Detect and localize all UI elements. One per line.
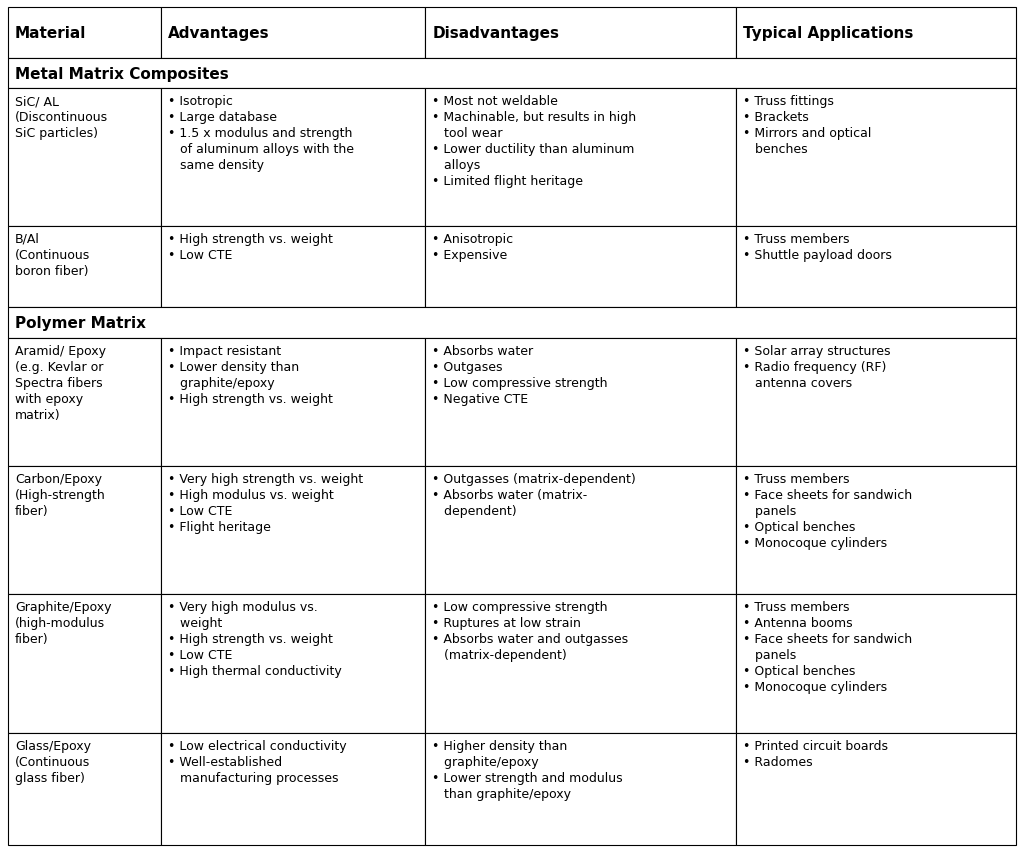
Text: • Very high modulus vs.
   weight
• High strength vs. weight
• Low CTE
• High th: • Very high modulus vs. weight • High st… [168, 600, 342, 676]
Text: • Truss members
• Face sheets for sandwich
   panels
• Optical benches
• Monocoq: • Truss members • Face sheets for sandwi… [742, 472, 912, 549]
Bar [425, 466, 736, 594]
Text: • Truss members
• Shuttle payload doors: • Truss members • Shuttle payload doors [742, 233, 892, 262]
Bar [736, 8, 1016, 59]
Text: • Printed circuit boards
• Radomes: • Printed circuit boards • Radomes [742, 740, 888, 769]
Bar [736, 734, 1016, 845]
Bar [425, 90, 736, 227]
Text: • Absorbs water
• Outgases
• Low compressive strength
• Negative CTE: • Absorbs water • Outgases • Low compres… [432, 344, 608, 405]
Text: • Impact resistant
• Lower density than
   graphite/epoxy
• High strength vs. we: • Impact resistant • Lower density than … [168, 344, 333, 405]
Bar [161, 338, 425, 466]
Text: Aramid/ Epoxy
(e.g. Kevlar or
Spectra fibers
with epoxy
matrix): Aramid/ Epoxy (e.g. Kevlar or Spectra fi… [15, 344, 106, 421]
Bar [161, 594, 425, 734]
Bar [425, 8, 736, 59]
Bar [425, 734, 736, 845]
Bar [8, 59, 1016, 90]
Bar [736, 466, 1016, 594]
Text: Polymer Matrix: Polymer Matrix [15, 316, 146, 330]
Bar [8, 466, 161, 594]
Text: • High strength vs. weight
• Low CTE: • High strength vs. weight • Low CTE [168, 233, 333, 262]
Text: Advantages: Advantages [168, 26, 270, 41]
Bar [161, 734, 425, 845]
Bar [8, 8, 161, 59]
Bar [8, 338, 161, 466]
Text: Carbon/Epoxy
(High-strength
fiber): Carbon/Epoxy (High-strength fiber) [15, 472, 105, 517]
Text: Glass/Epoxy
(Continuous
glass fiber): Glass/Epoxy (Continuous glass fiber) [15, 740, 91, 785]
Text: • Low compressive strength
• Ruptures at low strain
• Absorbs water and outgasse: • Low compressive strength • Ruptures at… [432, 600, 629, 661]
Bar [425, 338, 736, 466]
Bar [425, 227, 736, 308]
Bar [736, 338, 1016, 466]
Bar [8, 308, 1016, 338]
Bar [8, 594, 161, 734]
Text: Metal Matrix Composites: Metal Matrix Composites [15, 67, 228, 82]
Text: Typical Applications: Typical Applications [742, 26, 913, 41]
Bar [161, 227, 425, 308]
Bar [161, 466, 425, 594]
Text: SiC/ AL
(Discontinuous
SiC particles): SiC/ AL (Discontinuous SiC particles) [15, 96, 109, 140]
Bar [161, 90, 425, 227]
Text: • Most not weldable
• Machinable, but results in high
   tool wear
• Lower ducti: • Most not weldable • Machinable, but re… [432, 96, 637, 189]
Text: • Higher density than
   graphite/epoxy
• Lower strength and modulus
   than gra: • Higher density than graphite/epoxy • L… [432, 740, 623, 800]
Bar [736, 90, 1016, 227]
Text: B/Al
(Continuous
boron fiber): B/Al (Continuous boron fiber) [15, 233, 90, 277]
Bar [8, 90, 161, 227]
Text: • Truss fittings
• Brackets
• Mirrors and optical
   benches: • Truss fittings • Brackets • Mirrors an… [742, 96, 871, 156]
Bar [8, 227, 161, 308]
Text: • Isotropic
• Large database
• 1.5 x modulus and strength
   of aluminum alloys : • Isotropic • Large database • 1.5 x mod… [168, 96, 354, 172]
Text: • Solar array structures
• Radio frequency (RF)
   antenna covers: • Solar array structures • Radio frequen… [742, 344, 890, 389]
Text: Disadvantages: Disadvantages [432, 26, 559, 41]
Bar [425, 594, 736, 734]
Text: • Anisotropic
• Expensive: • Anisotropic • Expensive [432, 233, 513, 262]
Text: • Outgasses (matrix-dependent)
• Absorbs water (matrix-
   dependent): • Outgasses (matrix-dependent) • Absorbs… [432, 472, 636, 517]
Bar [8, 734, 161, 845]
Text: • Truss members
• Antenna booms
• Face sheets for sandwich
   panels
• Optical b: • Truss members • Antenna booms • Face s… [742, 600, 912, 693]
Bar [736, 594, 1016, 734]
Bar [161, 8, 425, 59]
Text: Graphite/Epoxy
(high-modulus
fiber): Graphite/Epoxy (high-modulus fiber) [15, 600, 112, 645]
Bar [736, 227, 1016, 308]
Text: Material: Material [15, 26, 86, 41]
Text: • Very high strength vs. weight
• High modulus vs. weight
• Low CTE
• Flight her: • Very high strength vs. weight • High m… [168, 472, 364, 533]
Text: • Low electrical conductivity
• Well-established
   manufacturing processes: • Low electrical conductivity • Well-est… [168, 740, 347, 785]
